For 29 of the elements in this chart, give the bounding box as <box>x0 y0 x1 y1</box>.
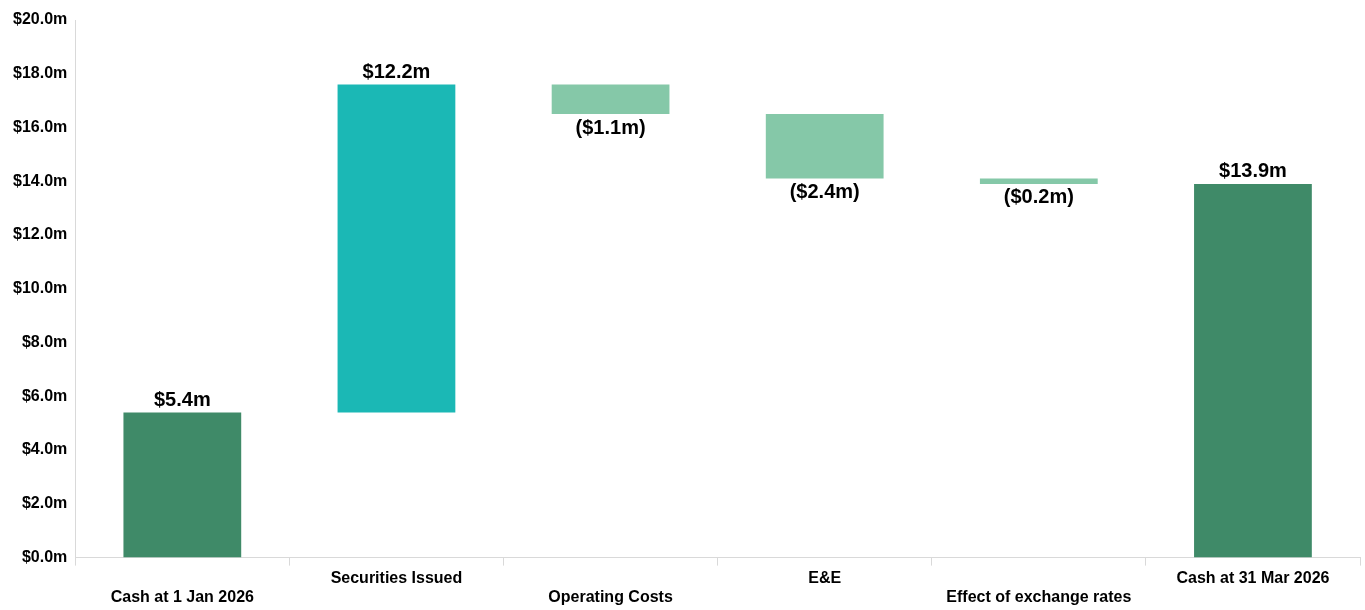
data-label: ($2.4m) <box>789 180 860 203</box>
y-tick-label: $18.0m <box>13 64 68 82</box>
y-tick-label: $2.0m <box>21 494 68 512</box>
y-tick-label: $4.0m <box>21 440 68 458</box>
y-tick-label: $8.0m <box>21 332 68 350</box>
x-tick-label: Effect of exchange rates <box>946 587 1132 605</box>
bar <box>551 84 670 115</box>
data-label: ($0.2m) <box>1003 185 1074 208</box>
bar <box>1194 183 1312 558</box>
x-tick-label: Cash at 31 Mar 2026 <box>1176 568 1330 586</box>
y-tick-label: $10.0m <box>13 279 68 297</box>
x-tick-label: Securities Issued <box>330 568 463 586</box>
bar <box>337 84 456 413</box>
bar <box>765 114 884 179</box>
x-tick-label: Cash at 1 Jan 2026 <box>110 587 255 605</box>
y-tick-label: $16.0m <box>13 117 68 135</box>
y-tick-label: $6.0m <box>21 386 68 404</box>
bar <box>123 412 242 558</box>
data-label: $12.2m <box>362 60 431 83</box>
data-label: $13.9m <box>1219 159 1287 182</box>
x-tick-label: Operating Costs <box>548 587 673 605</box>
y-tick-label: $0.0m <box>21 548 68 566</box>
bar <box>979 178 1098 184</box>
y-tick-label: $20.0m <box>13 10 68 28</box>
x-tick-label: E&E <box>808 568 842 586</box>
data-label: ($1.1m) <box>575 115 646 138</box>
data-label: $5.4m <box>153 387 211 410</box>
y-tick-label: $12.0m <box>13 225 68 243</box>
y-tick-label: $14.0m <box>13 171 68 189</box>
